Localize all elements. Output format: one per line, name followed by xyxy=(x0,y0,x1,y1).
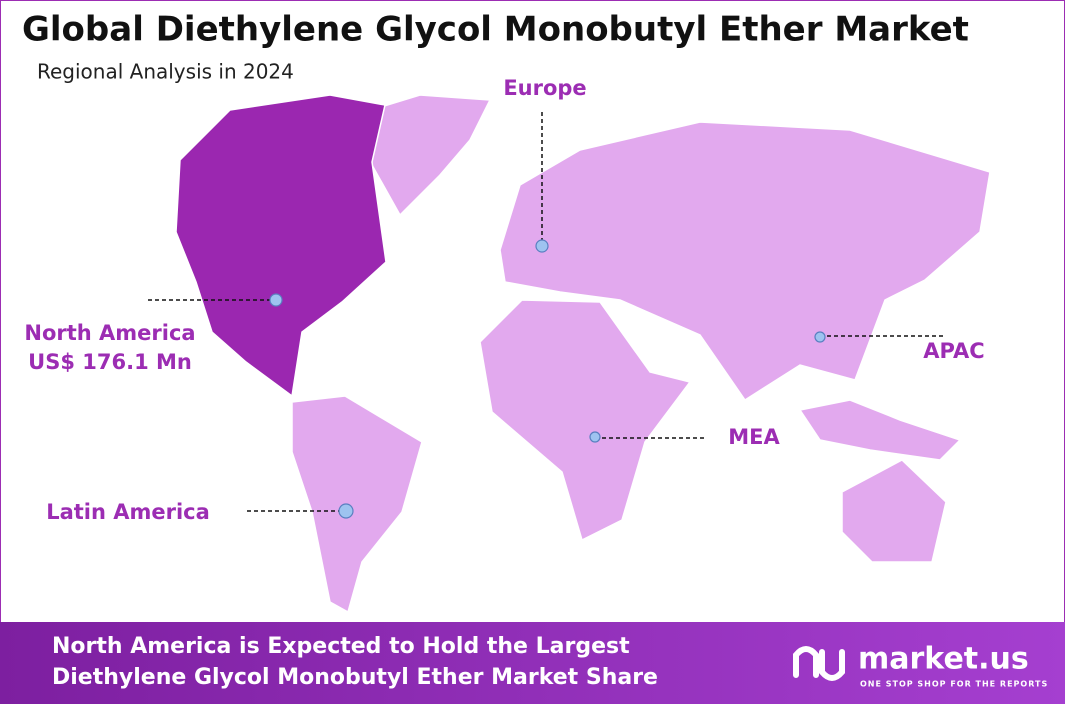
logo-icon xyxy=(793,646,845,681)
south-america xyxy=(291,395,423,614)
world-map xyxy=(175,94,991,614)
region-dot xyxy=(338,503,354,519)
region-dot xyxy=(814,331,826,343)
region-label: North America xyxy=(24,321,195,345)
title: Global Diethylene Glycol Monobutyl Ether… xyxy=(22,10,969,50)
region-value: US$ 176.1 Mn xyxy=(28,350,192,374)
eurasia xyxy=(499,121,991,402)
region-label: Latin America xyxy=(46,500,210,524)
region-dot xyxy=(269,293,283,307)
southeast-asia xyxy=(798,399,962,461)
north-america xyxy=(175,94,387,398)
region-label: MEA xyxy=(728,425,780,449)
region-label: Europe xyxy=(503,76,586,100)
footer-line: North America is Expected to Hold the La… xyxy=(52,634,630,659)
footer-band xyxy=(0,622,1065,704)
region-dot xyxy=(535,239,549,253)
footer-line: Diethylene Glycol Monobutyl Ether Market… xyxy=(52,665,658,690)
greenland xyxy=(354,94,492,217)
logo-name: market.us xyxy=(858,642,1029,677)
region-label: APAC xyxy=(923,339,984,363)
logo-tagline: ONE STOP SHOP FOR THE REPORTS xyxy=(860,680,1048,689)
africa xyxy=(479,299,692,542)
logo: market.us ONE STOP SHOP FOR THE REPORTS xyxy=(793,642,1048,689)
region-dot xyxy=(589,431,601,443)
australia xyxy=(841,459,947,563)
subtitle: Regional Analysis in 2024 xyxy=(37,60,294,84)
